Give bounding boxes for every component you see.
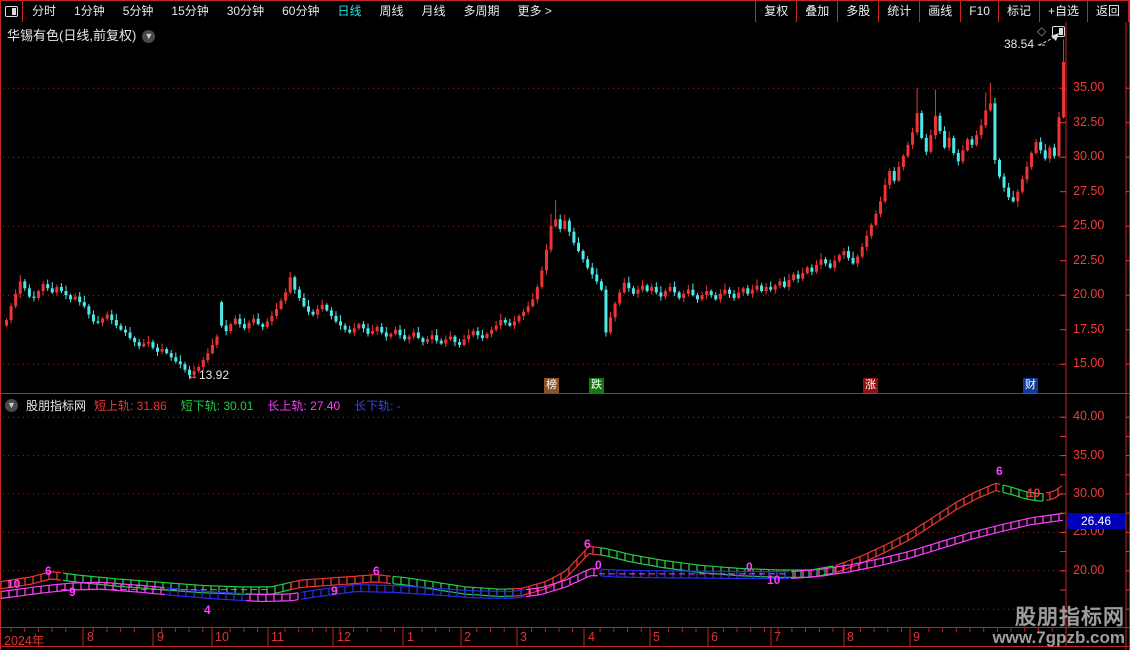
tab-多周期[interactable]: 多周期 (463, 4, 500, 18)
button-+自选[interactable]: +自选 (1038, 1, 1087, 22)
title-chevron-down-icon[interactable]: ▼ (142, 30, 156, 44)
button-返回[interactable]: 返回 (1086, 1, 1129, 22)
button-叠加[interactable]: 叠加 (796, 1, 837, 22)
tab-1分钟[interactable]: 1分钟 (74, 4, 105, 18)
toolbar-right: 复权 叠加 多股 统计 画线 F10 标记 +自选 返回 (755, 1, 1129, 22)
window-icon (5, 6, 18, 17)
chart-title[interactable]: 华锡有色(日线,前复权) ▼ (7, 25, 156, 44)
button-统计[interactable]: 统计 (878, 1, 919, 22)
marker-badge-财[interactable]: 财 (1023, 378, 1038, 393)
toolbar-left: 分时 1分钟 5分钟 15分钟 30分钟 60分钟 日线 周线 月线 多周期 更多 > (23, 1, 561, 22)
indicator-chevron-icon[interactable]: ▼ (5, 399, 18, 412)
symbol-period-label: 华锡有色(日线,前复权) (7, 28, 137, 43)
tab-更多 >[interactable]: 更多 > (517, 4, 552, 18)
marker-badge-涨[interactable]: 涨 (863, 378, 878, 393)
top-toolbar: 分时 1分钟 5分钟 15分钟 30分钟 60分钟 日线 周线 月线 多周期 更多 > 复权 叠加 多股… (1, 0, 1129, 22)
tab-5分钟[interactable]: 5分钟 (122, 4, 154, 18)
panel-toggle-icon[interactable] (1052, 25, 1066, 37)
button-复权[interactable]: 复权 (755, 1, 796, 22)
button-多股[interactable]: 多股 (837, 1, 878, 22)
tab-15分钟[interactable]: 15分钟 (171, 4, 209, 18)
marker-badge-榜[interactable]: 榜 (544, 378, 559, 393)
tab-周线[interactable]: 周线 (379, 4, 404, 18)
button-画线[interactable]: 画线 (919, 1, 960, 22)
tab-日线[interactable]: 日线 (337, 4, 362, 18)
tab-30分钟[interactable]: 30分钟 (226, 4, 265, 18)
diamond-marker-icon[interactable]: ◇ (1037, 24, 1047, 38)
button-标记[interactable]: 标记 (997, 1, 1039, 22)
tab-分时[interactable]: 分时 (32, 4, 57, 18)
window-menu-button[interactable] (1, 1, 23, 22)
button-F10[interactable]: F10 (960, 1, 998, 22)
tab-月线[interactable]: 月线 (421, 4, 446, 18)
marker-badge-跌[interactable]: 跌 (589, 378, 604, 393)
tab-60分钟[interactable]: 60分钟 (282, 4, 320, 18)
